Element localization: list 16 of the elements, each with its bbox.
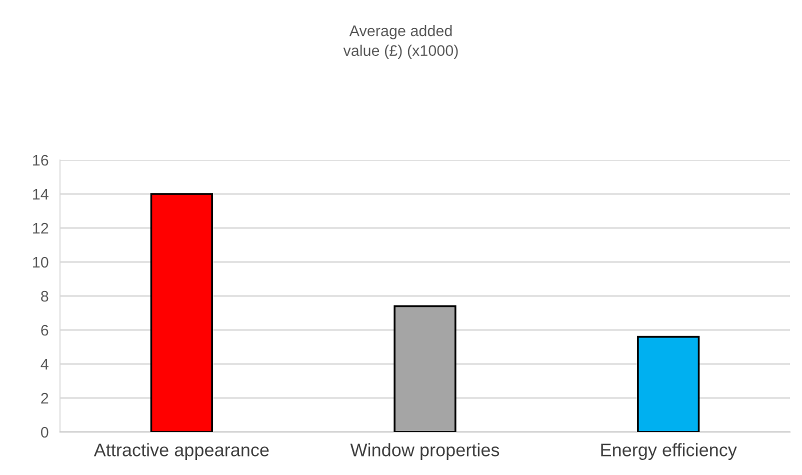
x-tick-label: Window properties [350,443,500,460]
bar [394,305,456,432]
y-tick-label: 6 [41,324,48,336]
chart-title: Average added value (£) (x1000) [343,25,458,60]
x-tick-label: Energy efficiency [601,443,737,460]
y-tick-label: 10 [33,256,48,268]
bar [637,336,700,432]
y-tick-label: 0 [40,426,48,438]
y-tick-label: 14 [33,189,48,200]
bar [150,193,213,432]
x-tick-label: Attractive appearance [94,443,269,460]
y-tick-label: 4 [40,359,48,370]
y-tick-label: 12 [33,222,48,234]
y-tick-label: 16 [33,154,48,166]
y-tick-label: 2 [41,392,48,404]
y-tick-label: 8 [41,290,48,302]
